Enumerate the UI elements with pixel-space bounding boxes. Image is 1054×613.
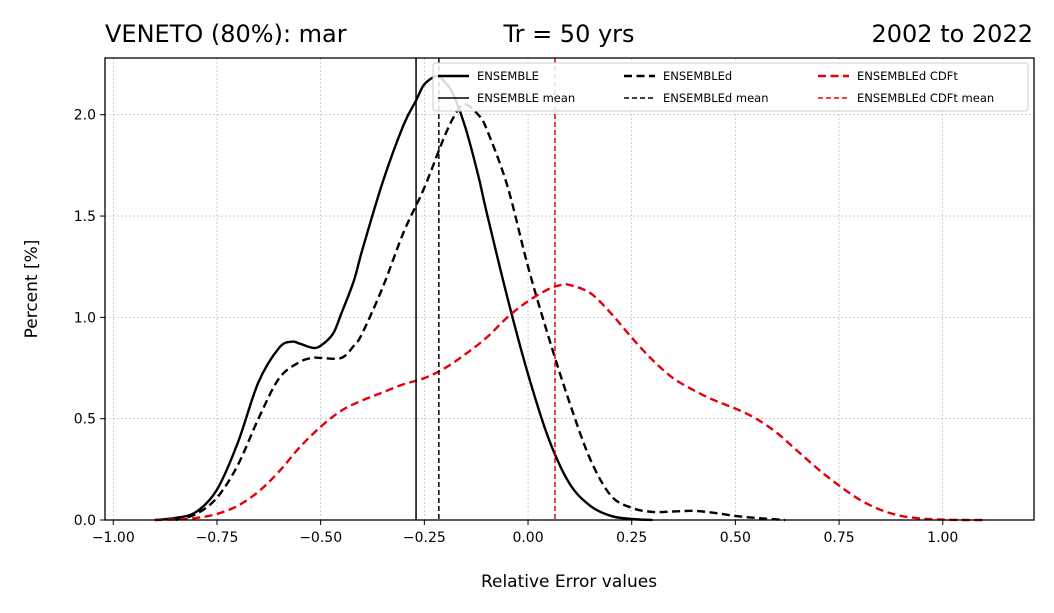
x-tick-label: 0.25 <box>616 530 647 546</box>
x-tick-label: 0.00 <box>512 530 543 546</box>
y-tick-label: 1.0 <box>74 310 96 326</box>
series-line-ensembled-cdft <box>154 282 985 522</box>
legend-label-ensemble-mean: ENSEMBLE mean <box>477 91 575 105</box>
x-tick-label: −0.25 <box>403 530 446 546</box>
y-tick-label: 2.0 <box>74 108 96 124</box>
y-tick-label: 0.5 <box>74 412 96 428</box>
legend-label-ensembled-cdft-mean: ENSEMBLEd CDFt mean <box>857 91 994 105</box>
legend-box <box>432 62 1029 112</box>
title-center: Tr = 50 yrs <box>502 20 634 48</box>
legend-label-ensembled: ENSEMBLEd <box>663 69 732 83</box>
legend-items: ENSEMBLE ENSEMBLE mean ENSEMBLEd ENSEMBLEd … <box>438 69 994 105</box>
legend-label-ensembled-cdft: ENSEMBLEd CDFt <box>857 69 958 83</box>
series-line-ensemble <box>154 75 653 522</box>
x-tick-label: −0.50 <box>299 530 342 546</box>
legend-label-ensemble: ENSEMBLE <box>477 69 539 83</box>
y-tick-label: 0.0 <box>74 513 96 529</box>
title-left: VENETO (80%): mar <box>105 20 347 48</box>
x-tick-label: −1.00 <box>92 530 135 546</box>
legend: ENSEMBLE ENSEMBLE mean ENSEMBLEd ENSEMBLEd … <box>432 62 1029 112</box>
title-right: 2002 to 2022 <box>871 20 1033 48</box>
x-axis-label: Relative Error values <box>481 572 657 592</box>
y-axis-label: Percent [%] <box>22 240 42 339</box>
x-tick-label: −0.75 <box>196 530 239 546</box>
mean-lines <box>415 58 556 520</box>
x-tick-label: 0.50 <box>720 530 751 546</box>
axis-ticks: −1.00 −0.75 −0.50 −0.25 0.00 0.25 0.50 0.75 1.00… <box>74 108 959 546</box>
x-tick-label: 1.00 <box>927 530 958 546</box>
legend-label-ensembled-mean: ENSEMBLEd mean <box>663 91 769 105</box>
y-tick-label: 1.5 <box>74 209 96 225</box>
x-tick-label: 0.75 <box>823 530 854 546</box>
plot-frame <box>104 57 1035 521</box>
